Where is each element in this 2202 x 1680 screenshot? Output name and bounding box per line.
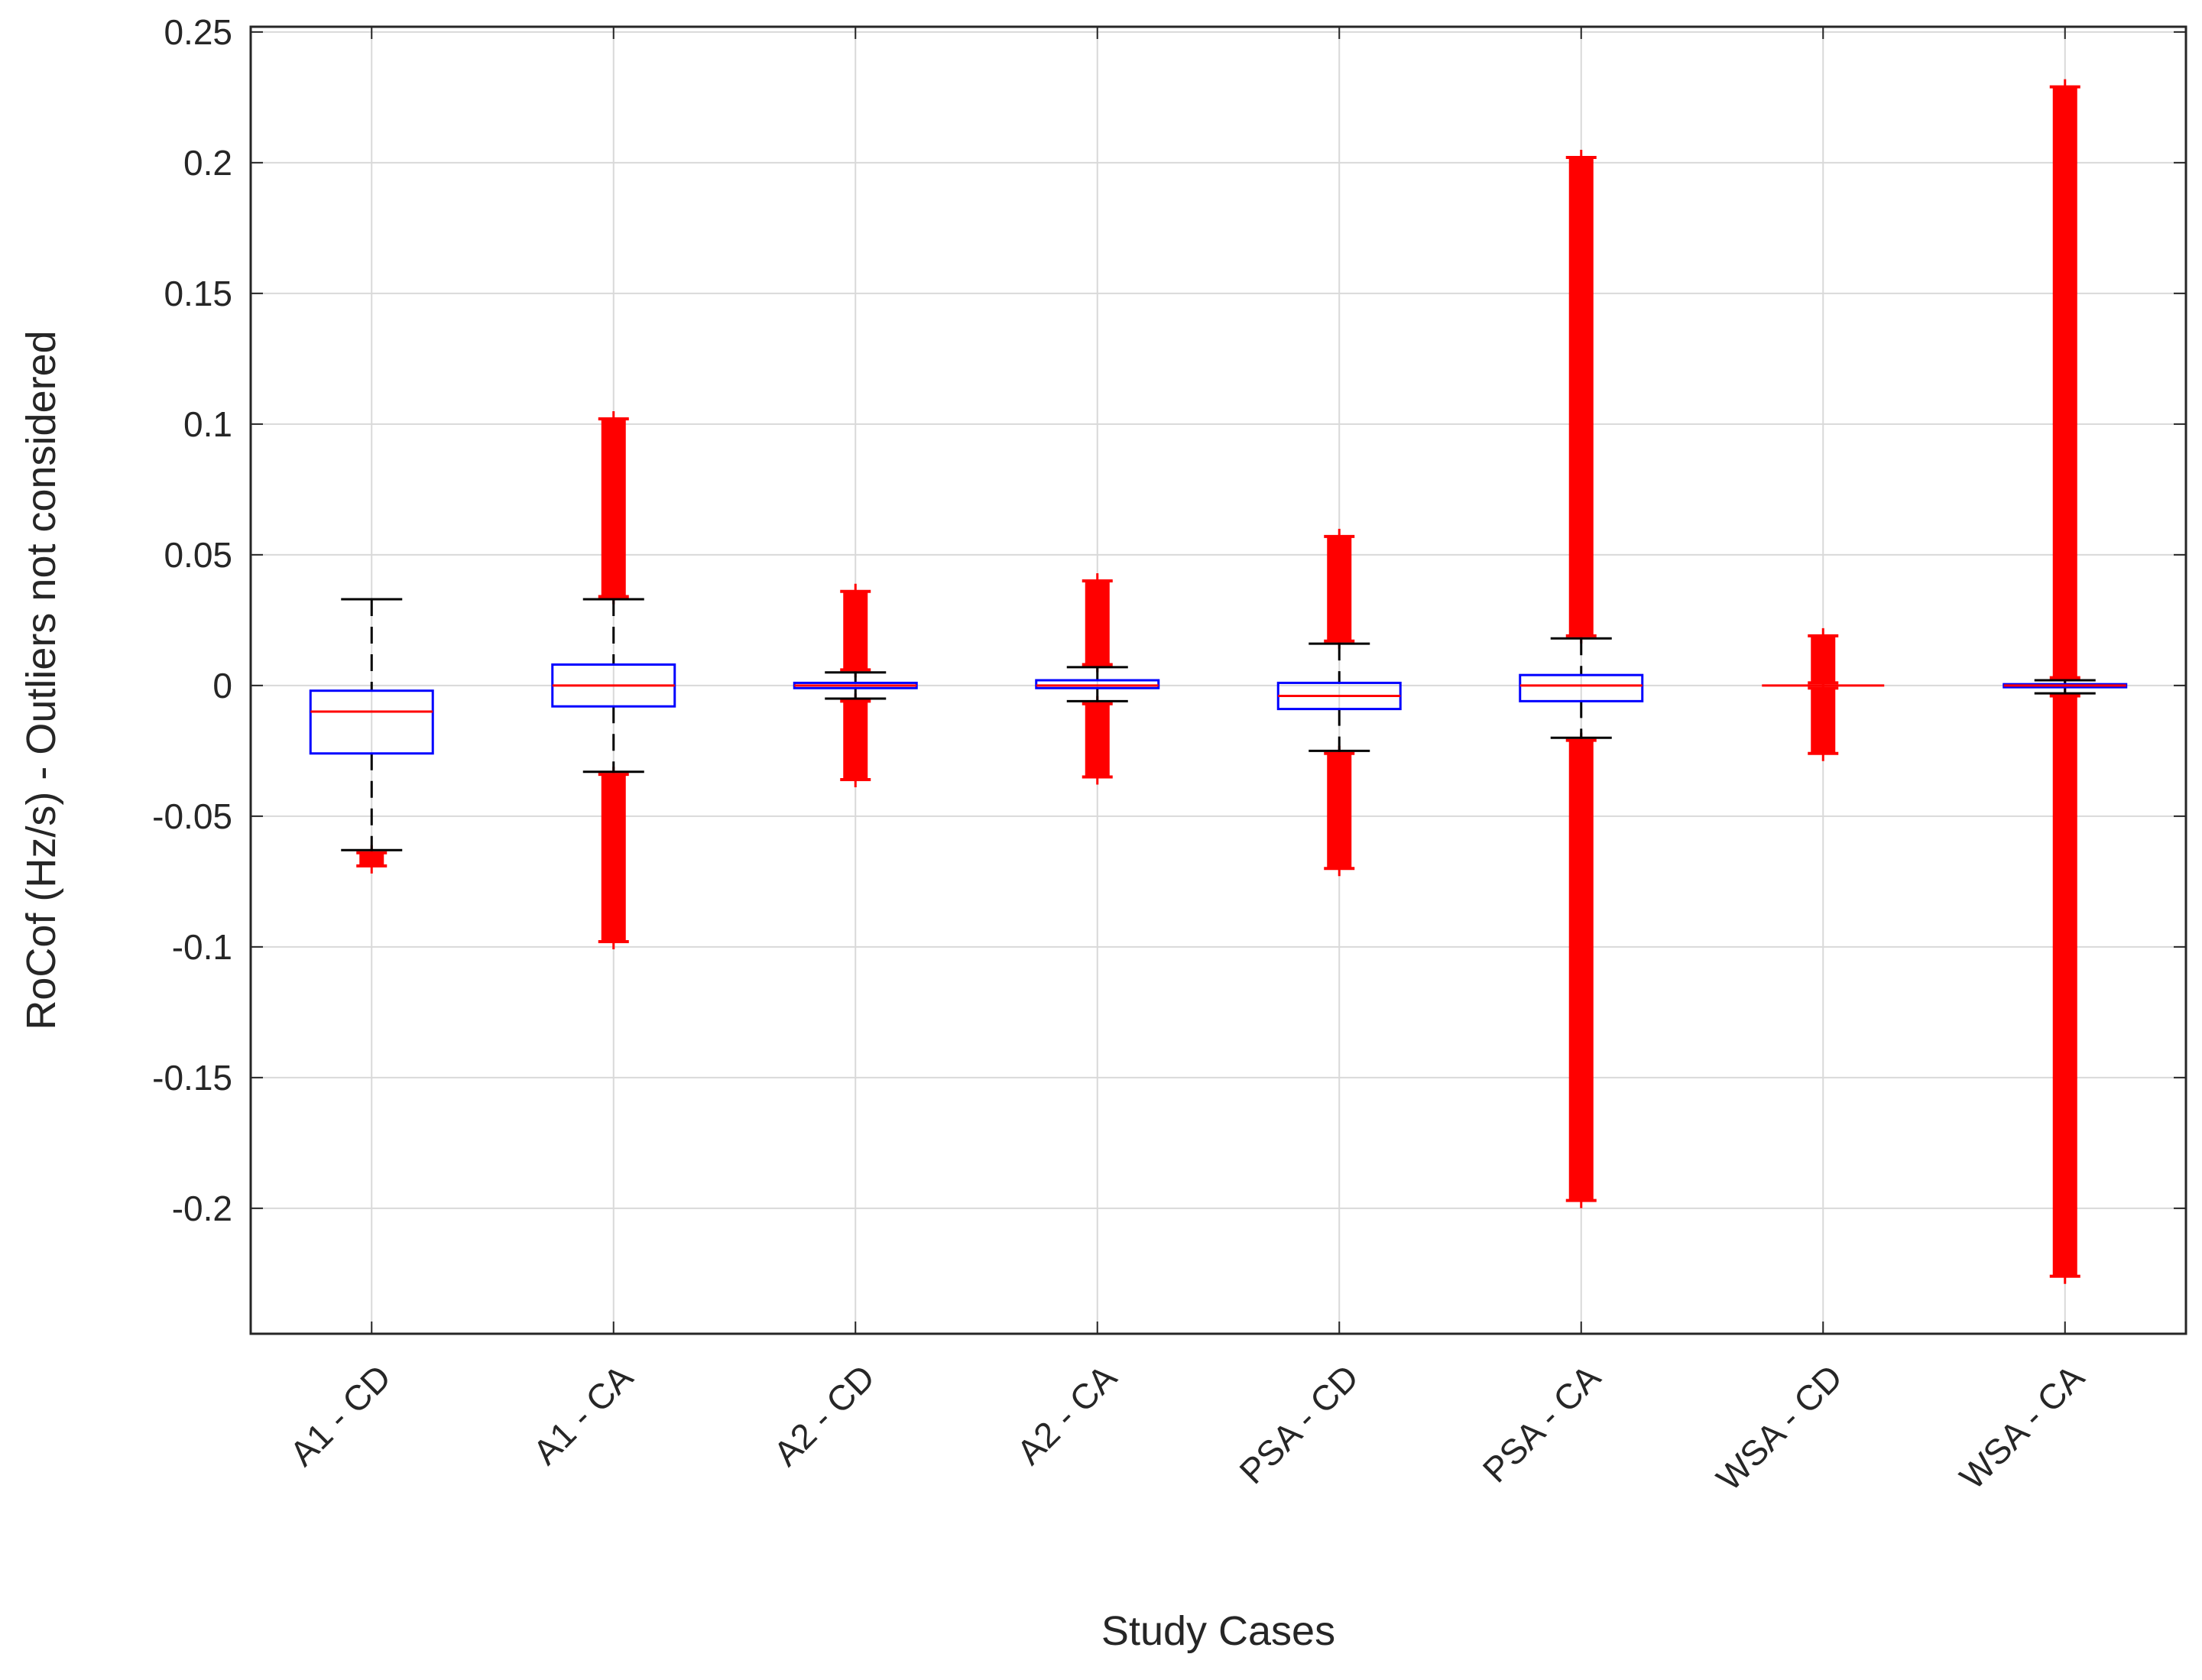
box-layer — [309, 598, 2128, 851]
y-axis-label: RoCof (Hz/s) - Outliers not considered — [18, 330, 64, 1030]
outlier-cluster — [1565, 732, 1597, 1208]
box-group — [793, 671, 918, 700]
outlier-cluster — [840, 693, 871, 787]
ticks-layer: -0.2 -0.15 -0.1 -0.05 0 0.05 0.1 0.15 0.2 0.25 A1 … — [152, 12, 2186, 1498]
iqr-box — [1519, 673, 1644, 702]
outlier-cluster — [1565, 150, 1597, 644]
box-group — [1035, 666, 1160, 702]
box-group — [551, 598, 676, 774]
outlier-cluster — [1082, 573, 1113, 673]
x-tick-label: WSA - CA — [1952, 1357, 2092, 1497]
y-tick-label: 0.15 — [164, 274, 232, 313]
box-group — [2003, 679, 2128, 695]
outlier-cluster — [2049, 79, 2080, 686]
outlier-cluster — [598, 767, 629, 949]
x-tick-label: A2 - CA — [1009, 1357, 1124, 1472]
plot-frame — [249, 25, 2187, 1335]
grid-layer — [251, 27, 2186, 1334]
y-tick-label: 0.1 — [183, 404, 232, 444]
outlier-cluster — [1808, 680, 1839, 761]
x-tick-label: WSA - CD — [1708, 1357, 1850, 1498]
outlier-cluster — [2049, 688, 2080, 1284]
x-tick-label: A1 - CA — [525, 1357, 640, 1472]
y-tick-label: 0.25 — [164, 12, 232, 52]
x-tick-label: PSA - CD — [1231, 1357, 1366, 1491]
outlier-layer — [356, 79, 2080, 1284]
y-tick-label: -0.05 — [152, 796, 232, 836]
box-group — [1519, 637, 1644, 739]
y-tick-label: 0 — [212, 666, 232, 705]
box-group — [309, 598, 434, 851]
iqr-box — [309, 689, 434, 755]
x-tick-label: A2 - CD — [766, 1357, 882, 1473]
outlier-cluster — [598, 411, 629, 605]
x-tick-label: PSA - CA — [1475, 1357, 1608, 1490]
y-tick-label: -0.15 — [152, 1058, 232, 1098]
outlier-cluster — [1082, 696, 1113, 785]
y-tick-label: 0.2 — [183, 143, 232, 183]
outlier-cluster — [1324, 528, 1355, 649]
x-tick-label: A1 - CD — [282, 1357, 398, 1473]
outlier-cluster — [840, 583, 871, 678]
x-axis-label: Study Cases — [1101, 1608, 1335, 1654]
box-group — [1276, 642, 1402, 752]
outlier-cluster — [1808, 628, 1839, 691]
y-tick-label: -0.1 — [172, 927, 232, 967]
outlier-cluster — [1324, 745, 1355, 877]
y-tick-label: -0.2 — [172, 1189, 232, 1228]
y-tick-label: 0.05 — [164, 535, 232, 575]
iqr-box — [1035, 679, 1160, 689]
